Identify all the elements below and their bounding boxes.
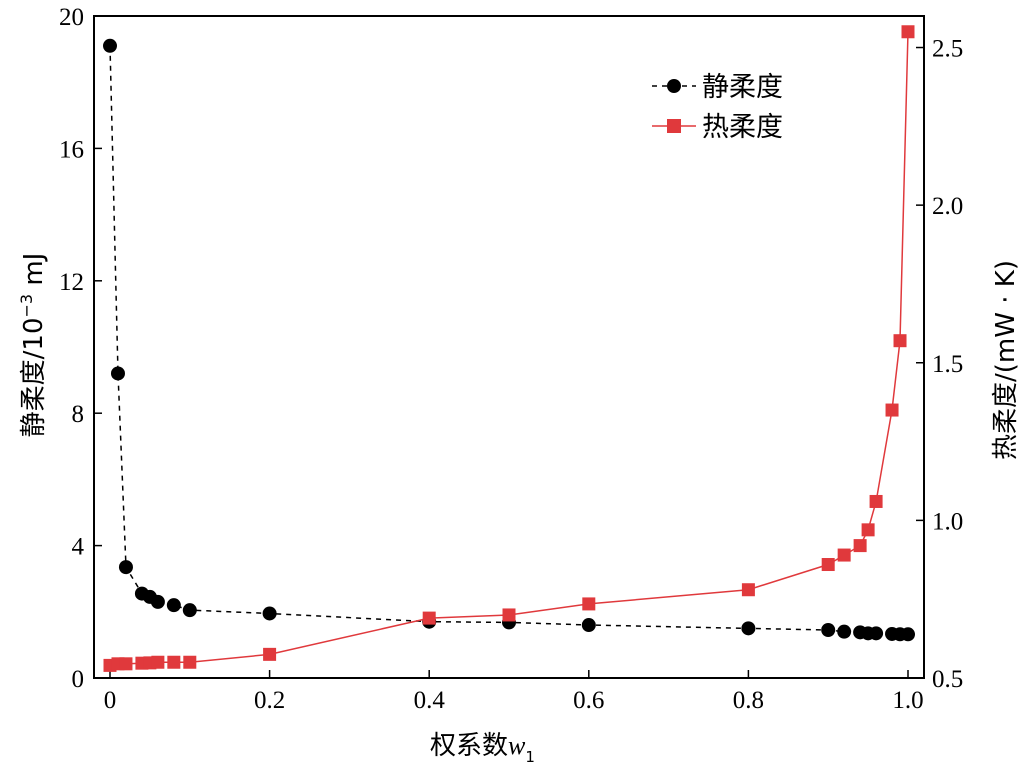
series-line-1 bbox=[109, 31, 909, 667]
x-axis-title-text: 权系数 bbox=[430, 731, 508, 761]
legend-static-label: 静柔度 bbox=[702, 72, 783, 103]
series-1-point-7 bbox=[183, 655, 197, 669]
series-1-point-17 bbox=[869, 494, 883, 508]
series-1-point-13 bbox=[821, 558, 835, 572]
y-axis-right-title: 热柔度/(mW · K) bbox=[991, 260, 1021, 460]
legend-static-marker bbox=[667, 79, 681, 93]
series-0-point-14 bbox=[837, 624, 852, 639]
x-tick-label-0: 0 bbox=[104, 687, 117, 714]
series-1-point-9 bbox=[422, 611, 436, 625]
series-1-point-20 bbox=[901, 25, 915, 39]
series-1-point-14 bbox=[837, 548, 851, 562]
x-tick-label-4: 0.8 bbox=[733, 687, 764, 714]
legend-item-static: 静柔度 bbox=[652, 72, 783, 103]
series-0-point-6 bbox=[166, 598, 181, 613]
y-right-tick-label-0: 0.5 bbox=[932, 666, 963, 693]
series-0-point-8 bbox=[262, 606, 277, 621]
y-left-tick-label-1: 4 bbox=[72, 534, 85, 561]
y-left-tick-label-4: 16 bbox=[59, 136, 84, 163]
series-1-point-12 bbox=[741, 583, 755, 597]
x-axis-title-sub: 1 bbox=[525, 748, 535, 766]
y-axis-left-title-unit: mJ bbox=[19, 253, 49, 294]
series-line-0 bbox=[109, 45, 908, 636]
series-0-point-11 bbox=[581, 618, 596, 633]
y-left-tick-label-2: 8 bbox=[72, 401, 85, 428]
x-tick-label-1: 0.2 bbox=[254, 687, 285, 714]
series-0-point-7 bbox=[182, 603, 197, 618]
x-axis-title-var: w bbox=[508, 731, 526, 760]
series-0-point-0 bbox=[103, 38, 117, 53]
plot-frame bbox=[93, 15, 925, 679]
series-0-point-1 bbox=[110, 366, 125, 381]
series-0-point-20 bbox=[901, 627, 915, 642]
series-1-point-19 bbox=[893, 334, 907, 348]
tick-marks bbox=[94, 15, 924, 679]
legend-thermal-marker bbox=[667, 119, 681, 133]
y-axis-left-title-exp: −3 bbox=[17, 294, 36, 318]
y-left-tick-label-0: 0 bbox=[72, 666, 85, 693]
tick-labels: 0 0.2 0.4 0.6 0.8 1.0 0 4 8 12 16 20 0.5 1.0 1.5 2.0 2.5 bbox=[59, 4, 963, 714]
series-0-point-5 bbox=[150, 594, 165, 609]
x-tick-label-3: 0.6 bbox=[573, 687, 604, 714]
series-1-point-5 bbox=[151, 655, 165, 669]
y-right-tick-label-1: 1.0 bbox=[932, 508, 963, 535]
y-axis-left-title: 静柔度/10−3 mJ bbox=[17, 253, 49, 438]
series-0-point-2 bbox=[118, 560, 133, 575]
y-left-tick-label-5: 20 bbox=[59, 4, 84, 31]
series-layer bbox=[103, 25, 915, 672]
series-0-point-12 bbox=[741, 621, 756, 636]
series-1-point-18 bbox=[885, 403, 899, 417]
series-1-point-11 bbox=[582, 597, 596, 611]
y-axis-left-title-text: 静柔度/10 bbox=[19, 318, 49, 438]
x-tick-label-2: 0.4 bbox=[414, 687, 446, 714]
series-1-point-16 bbox=[861, 523, 875, 537]
legend: 静柔度 热柔度 bbox=[652, 72, 783, 143]
y-right-tick-label-3: 2.0 bbox=[932, 193, 963, 220]
legend-item-thermal: 热柔度 bbox=[652, 112, 783, 143]
series-0-point-13 bbox=[821, 623, 836, 638]
series-1-point-2 bbox=[119, 657, 133, 671]
legend-thermal-label: 热柔度 bbox=[702, 112, 783, 143]
series-1-point-6 bbox=[167, 655, 181, 669]
x-tick-label-5: 1.0 bbox=[892, 687, 923, 714]
y-right-tick-label-2: 1.5 bbox=[932, 351, 963, 378]
series-1-point-10 bbox=[502, 608, 516, 622]
x-axis-title: 权系数w1 bbox=[430, 731, 535, 766]
series-1-point-15 bbox=[853, 539, 867, 553]
series-1-point-8 bbox=[263, 647, 277, 661]
series-0-point-17 bbox=[869, 626, 884, 641]
y-right-tick-label-4: 2.5 bbox=[932, 36, 963, 63]
y-left-tick-label-3: 12 bbox=[59, 269, 84, 296]
